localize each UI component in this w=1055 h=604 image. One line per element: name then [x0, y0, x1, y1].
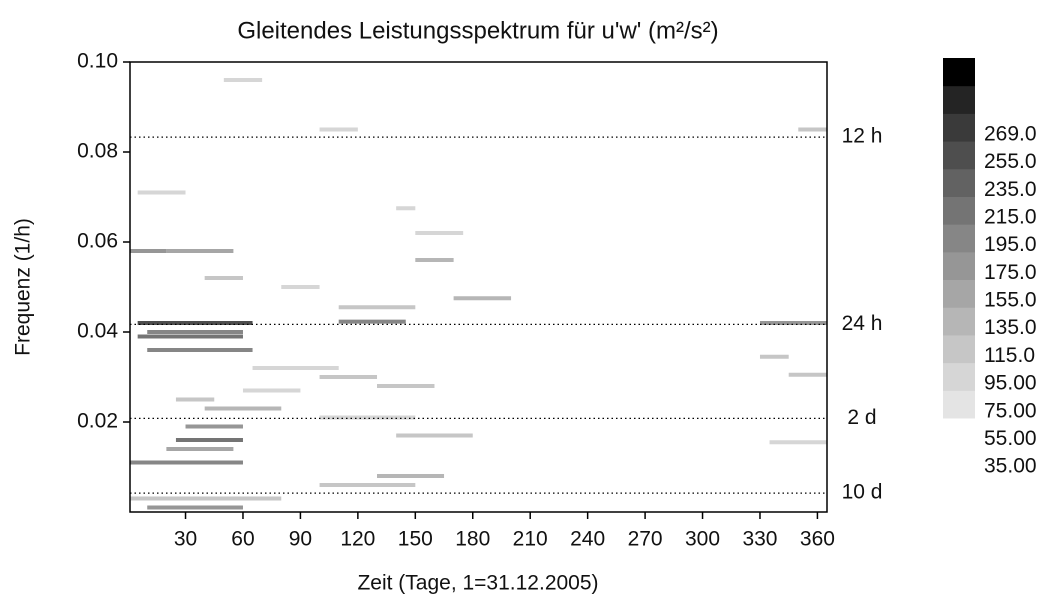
reference-label: 10 d	[842, 481, 883, 504]
y-tick-label: 0.10	[77, 50, 118, 73]
colorbar-band	[943, 58, 975, 87]
heat-cell	[252, 366, 339, 370]
y-axis-label: Frequenz (1/h)	[12, 218, 35, 356]
heat-cell	[204, 406, 282, 411]
colorbar-label: 175.0	[984, 261, 1037, 284]
heat-cell	[396, 433, 473, 438]
reference-label: 24 h	[842, 312, 883, 335]
heat-cell	[798, 127, 827, 132]
heat-cell	[769, 440, 827, 445]
x-tick-label: 360	[800, 528, 835, 551]
heat-cell	[319, 483, 416, 487]
heat-cell	[130, 249, 167, 253]
x-tick-label: 180	[455, 528, 490, 551]
heat-cell	[185, 424, 243, 429]
colorbar-label: 215.0	[984, 205, 1037, 228]
heat-cell	[759, 354, 789, 359]
colorbar-band	[943, 279, 975, 308]
colorbar-label: 75.00	[984, 399, 1037, 422]
heat-cell	[130, 496, 282, 501]
chart-title: Gleitendes Leistungsspektrum für u'w' (m…	[237, 17, 718, 44]
x-tick-label: 30	[174, 528, 197, 551]
colorbar-label: 269.0	[984, 122, 1037, 145]
colorbar-label: 55.00	[984, 427, 1037, 450]
x-tick-label: 300	[685, 528, 720, 551]
x-tick-label: 330	[742, 528, 777, 551]
y-tick-label: 0.02	[77, 410, 118, 433]
y-tick-label: 0.06	[77, 230, 118, 253]
reference-label: 12 h	[842, 125, 883, 148]
colorbar-band	[943, 113, 975, 142]
x-tick-label: 90	[289, 528, 312, 551]
colorbar-band	[943, 168, 975, 197]
colorbar-label: 115.0	[984, 344, 1035, 367]
colorbar-label: 135.0	[984, 316, 1037, 339]
heat-cell	[130, 460, 243, 465]
heat-cell	[319, 375, 378, 379]
heat-cell	[147, 330, 243, 334]
heat-cell	[788, 372, 827, 377]
x-tick-label: 270	[628, 528, 663, 551]
heat-cell	[338, 319, 406, 324]
heat-cell	[223, 78, 263, 82]
colorbar-band	[943, 307, 975, 336]
heat-cell	[242, 388, 301, 393]
colorbar-label: 235.0	[984, 178, 1037, 201]
heat-cell	[175, 397, 215, 402]
colorbar-band	[943, 334, 975, 364]
colorbar-band	[943, 85, 975, 114]
heat-cell	[377, 384, 435, 388]
heat-cell	[137, 334, 243, 339]
heat-cell	[281, 285, 320, 289]
plot-frame	[129, 61, 828, 513]
colorbar-band	[943, 141, 975, 170]
heat-cell	[415, 231, 464, 235]
x-tick-label: 210	[513, 528, 548, 551]
heat-cell	[175, 438, 243, 442]
colorbar-band	[943, 362, 975, 391]
colorbar-label: 195.0	[984, 233, 1037, 256]
heat-cell	[453, 296, 512, 301]
colorbar-label: 255.0	[984, 150, 1037, 173]
colorbar-label: 155.0	[984, 289, 1037, 312]
colorbar-band	[943, 251, 975, 281]
x-tick-label: 240	[570, 528, 605, 551]
colorbar-band	[943, 390, 975, 419]
x-axis-label: Zeit (Tage, 1=31.12.2005)	[357, 572, 598, 595]
heat-cell	[415, 258, 454, 262]
colorbar-band	[943, 196, 975, 225]
heat-cell	[166, 447, 234, 451]
heat-cell	[204, 276, 243, 280]
heat-cell	[166, 249, 234, 253]
x-tick-label: 150	[398, 528, 433, 551]
heat-cell	[319, 127, 358, 132]
heat-cell	[759, 321, 827, 325]
heat-cell	[147, 505, 243, 510]
heat-cell	[377, 474, 445, 478]
reference-label: 2 d	[847, 406, 876, 429]
colorbar-label: 35.00	[984, 455, 1037, 478]
colorbar-label: 95.00	[984, 372, 1037, 395]
heat-cell	[137, 321, 253, 325]
x-tick-label: 120	[340, 528, 375, 551]
y-tick-label: 0.08	[77, 140, 118, 163]
x-tick-label: 60	[231, 528, 254, 551]
heat-cell	[319, 415, 416, 420]
heat-cell	[338, 305, 416, 310]
heat-cell	[137, 190, 186, 195]
y-tick-label: 0.04	[77, 320, 118, 343]
heat-cell	[396, 206, 416, 211]
heat-cell	[147, 348, 253, 352]
colorbar-band	[943, 224, 975, 253]
